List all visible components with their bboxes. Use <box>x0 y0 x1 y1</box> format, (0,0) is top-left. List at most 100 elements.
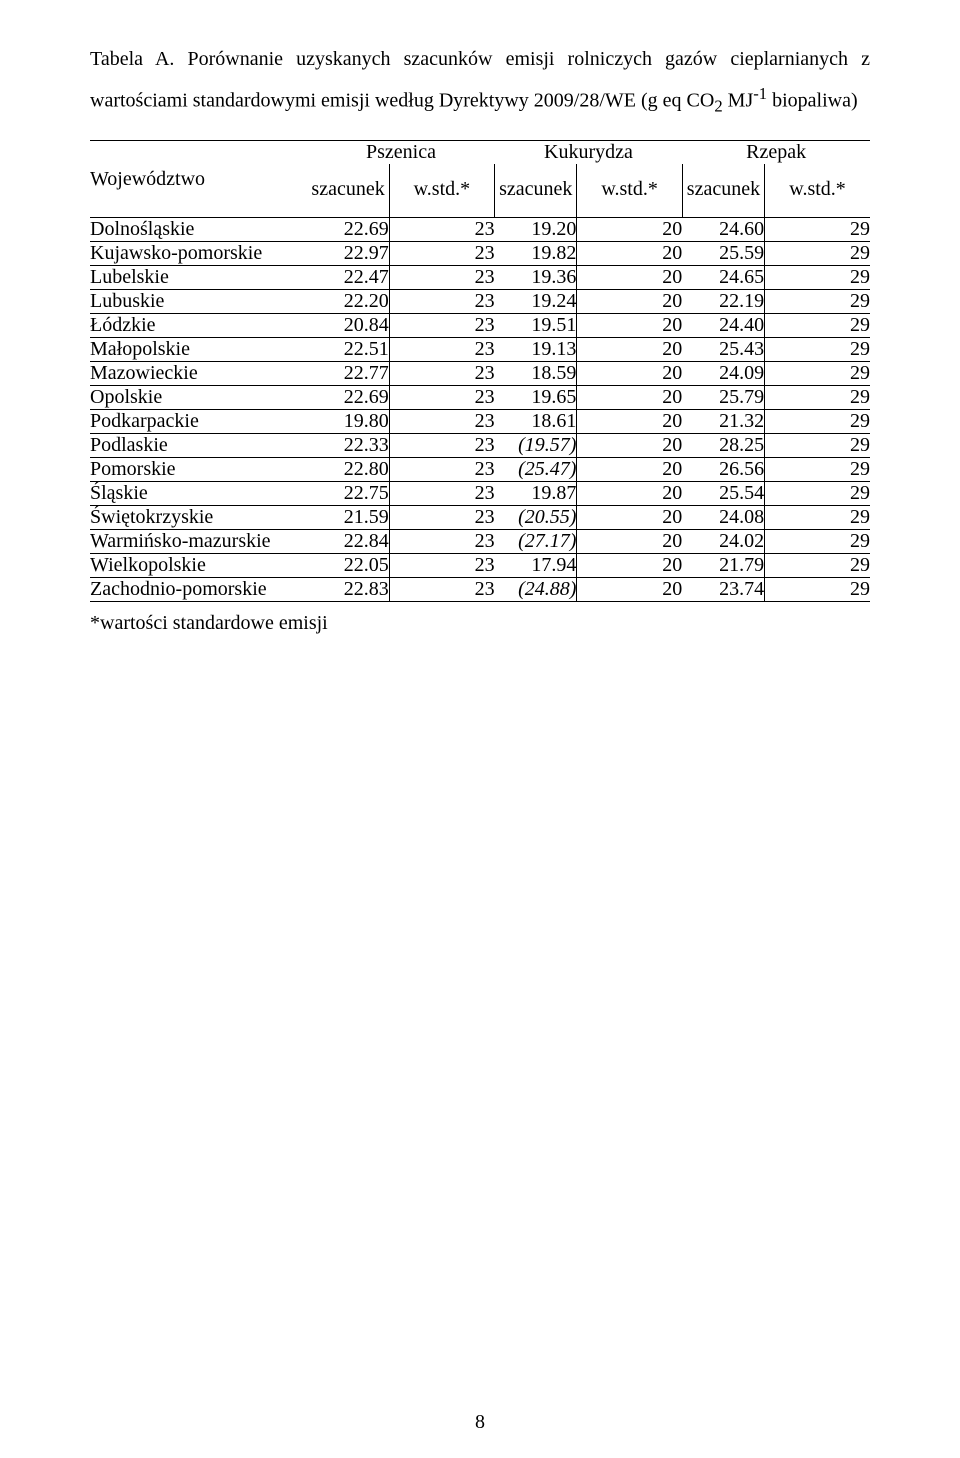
cell-wstd: 23 <box>389 506 494 530</box>
subheader: szacunek <box>307 164 389 218</box>
header-wojewodztwo: Województwo <box>90 141 307 218</box>
cell-wstd: 23 <box>389 338 494 362</box>
subheader: w.std.* <box>389 164 494 218</box>
cell-wstd: 20 <box>577 482 682 506</box>
cell-szacunek: 24.65 <box>682 266 764 290</box>
cell-szacunek: 22.80 <box>307 458 389 482</box>
row-label: Kujawsko-pomorskie <box>90 242 307 266</box>
page-number: 8 <box>0 1411 960 1434</box>
cell-szacunek: 25.43 <box>682 338 764 362</box>
caption-tail: biopaliwa) <box>767 90 858 112</box>
caption-after-sub: MJ <box>723 90 754 112</box>
table-row: Lubelskie22.472319.362024.6529 <box>90 266 870 290</box>
cell-szacunek: 17.94 <box>495 554 577 578</box>
cell-szacunek: 26.56 <box>682 458 764 482</box>
cell-wstd: 20 <box>577 554 682 578</box>
cell-wstd: 20 <box>577 530 682 554</box>
cell-szacunek: (20.55) <box>495 506 577 530</box>
cell-szacunek: 25.59 <box>682 242 764 266</box>
cell-szacunek: 22.47 <box>307 266 389 290</box>
cell-szacunek: 22.51 <box>307 338 389 362</box>
cell-wstd: 29 <box>765 242 870 266</box>
header-group-rzepak: Rzepak <box>682 141 870 165</box>
cell-wstd: 29 <box>765 482 870 506</box>
row-label: Łódzkie <box>90 314 307 338</box>
row-label: Podlaskie <box>90 434 307 458</box>
cell-szacunek: 19.20 <box>495 218 577 242</box>
table-row: Małopolskie22.512319.132025.4329 <box>90 338 870 362</box>
row-label: Świętokrzyskie <box>90 506 307 530</box>
cell-wstd: 20 <box>577 506 682 530</box>
cell-wstd: 29 <box>765 218 870 242</box>
subheader: w.std.* <box>765 164 870 218</box>
cell-wstd: 29 <box>765 410 870 434</box>
cell-szacunek: (25.47) <box>495 458 577 482</box>
cell-wstd: 20 <box>577 410 682 434</box>
row-label: Dolnośląskie <box>90 218 307 242</box>
caption-sub: 2 <box>714 97 722 116</box>
cell-wstd: 23 <box>389 242 494 266</box>
table-row: Opolskie22.692319.652025.7929 <box>90 386 870 410</box>
subheader: w.std.* <box>577 164 682 218</box>
cell-wstd: 29 <box>765 314 870 338</box>
cell-szacunek: (24.88) <box>495 578 577 602</box>
row-label: Mazowieckie <box>90 362 307 386</box>
cell-wstd: 20 <box>577 266 682 290</box>
row-label: Wielkopolskie <box>90 554 307 578</box>
document-page: Tabela A. Porównanie uzyskanych szacunkó… <box>0 0 960 1458</box>
cell-wstd: 29 <box>765 530 870 554</box>
cell-wstd: 23 <box>389 386 494 410</box>
table-caption: Tabela A. Porównanie uzyskanych szacunkó… <box>90 40 870 122</box>
row-label: Śląskie <box>90 482 307 506</box>
cell-szacunek: 18.59 <box>495 362 577 386</box>
row-label: Warmińsko-mazurskie <box>90 530 307 554</box>
cell-wstd: 20 <box>577 578 682 602</box>
cell-wstd: 23 <box>389 362 494 386</box>
cell-szacunek: 28.25 <box>682 434 764 458</box>
cell-wstd: 29 <box>765 386 870 410</box>
cell-szacunek: 24.40 <box>682 314 764 338</box>
table-row: Podlaskie22.3323(19.57)2028.2529 <box>90 434 870 458</box>
cell-wstd: 23 <box>389 482 494 506</box>
row-label: Małopolskie <box>90 338 307 362</box>
cell-szacunek: 19.65 <box>495 386 577 410</box>
row-label: Zachodnio-pomorskie <box>90 578 307 602</box>
row-label: Podkarpackie <box>90 410 307 434</box>
cell-szacunek: 22.77 <box>307 362 389 386</box>
table-row: Mazowieckie22.772318.592024.0929 <box>90 362 870 386</box>
table-header-row-1: Województwo Pszenica Kukurydza Rzepak <box>90 141 870 165</box>
cell-wstd: 20 <box>577 314 682 338</box>
cell-wstd: 29 <box>765 554 870 578</box>
cell-wstd: 29 <box>765 506 870 530</box>
cell-wstd: 23 <box>389 290 494 314</box>
cell-wstd: 29 <box>765 434 870 458</box>
cell-wstd: 23 <box>389 266 494 290</box>
cell-szacunek: 18.61 <box>495 410 577 434</box>
row-label: Lubuskie <box>90 290 307 314</box>
caption-sup: -1 <box>753 84 767 103</box>
cell-wstd: 20 <box>577 242 682 266</box>
cell-szacunek: 19.80 <box>307 410 389 434</box>
cell-wstd: 23 <box>389 434 494 458</box>
cell-szacunek: 22.97 <box>307 242 389 266</box>
table-row: Dolnośląskie22.692319.202024.6029 <box>90 218 870 242</box>
cell-szacunek: (27.17) <box>495 530 577 554</box>
cell-szacunek: 22.69 <box>307 218 389 242</box>
caption-prefix: Tabela A. <box>90 48 174 70</box>
cell-wstd: 23 <box>389 218 494 242</box>
row-label: Lubelskie <box>90 266 307 290</box>
subheader: szacunek <box>495 164 577 218</box>
cell-szacunek: 19.87 <box>495 482 577 506</box>
cell-szacunek: 21.79 <box>682 554 764 578</box>
table-row: Wielkopolskie22.052317.942021.7929 <box>90 554 870 578</box>
cell-wstd: 20 <box>577 362 682 386</box>
cell-wstd: 23 <box>389 554 494 578</box>
cell-szacunek: (19.57) <box>495 434 577 458</box>
cell-wstd: 23 <box>389 410 494 434</box>
cell-szacunek: 24.09 <box>682 362 764 386</box>
cell-szacunek: 22.33 <box>307 434 389 458</box>
cell-szacunek: 19.36 <box>495 266 577 290</box>
cell-wstd: 29 <box>765 338 870 362</box>
cell-wstd: 29 <box>765 458 870 482</box>
header-group-pszenica: Pszenica <box>307 141 494 165</box>
